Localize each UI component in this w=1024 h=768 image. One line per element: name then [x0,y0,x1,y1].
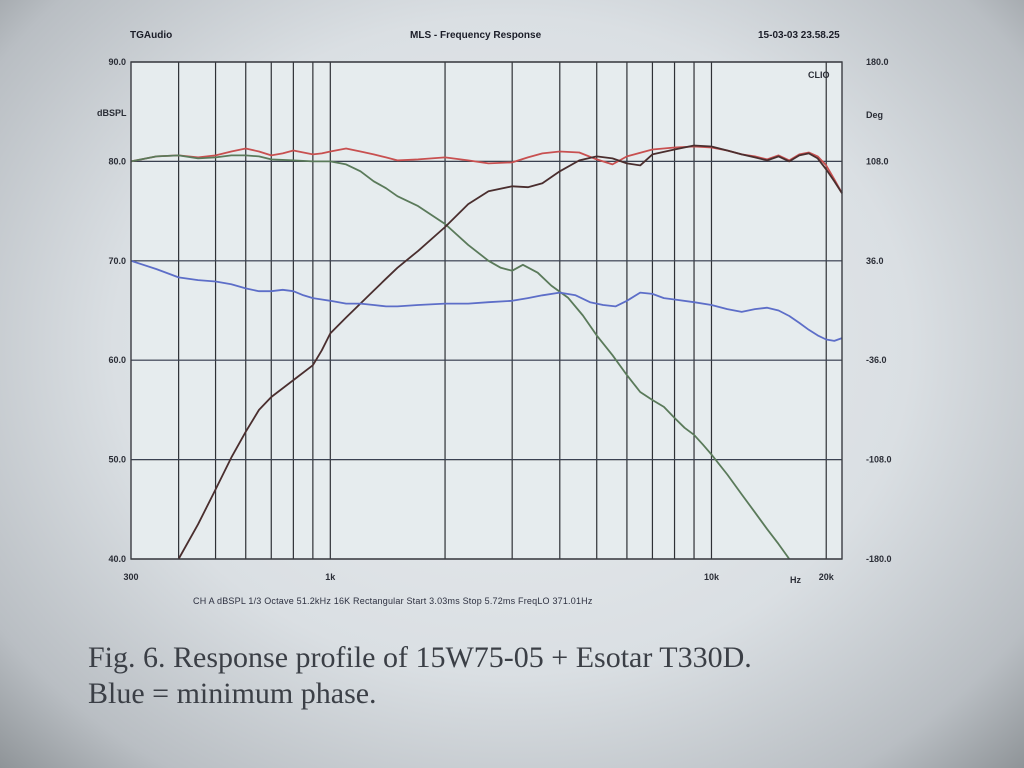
measurement-params: CH A dBSPL 1/3 Octave 51.2kHz 16K Rectan… [193,596,593,606]
header-left-label: TGAudio [130,30,173,41]
left-tick-label: 80.0 [108,156,126,166]
x-tick-label: 20k [819,572,835,582]
plot-area [131,62,842,559]
right-tick-label: 36.0 [866,256,884,266]
series-line-4 [130,259,843,342]
right-tick-label: 108.0 [866,156,889,166]
frequency-response-chart: 90.0 80.0 70.0 60.0 50.0 40.0 180.0 108.0 36.0 -3… [97,57,892,585]
series-line-1 [130,145,843,194]
left-tick-label: 40.0 [108,554,126,564]
figure-caption: Fig. 6. Response profile of 15W75-05 + E… [88,640,988,712]
axes: 90.0 80.0 70.0 60.0 50.0 40.0 180.0 108.0 36.0 -3… [108,57,891,582]
x-axis-unit: Hz [790,575,801,585]
right-axis-title: Deg [866,110,883,120]
header-timestamp: 15-03-03 23.58.25 [758,30,840,41]
plot-frame [130,61,843,560]
x-tick-label: 1k [325,572,336,582]
x-tick-label: 300 [123,572,138,582]
left-tick-label: 70.0 [108,256,126,266]
right-tick-label: -108.0 [866,455,892,465]
left-axis-title: dBSPL [97,108,127,118]
series-line-2 [130,154,791,560]
series-group [130,144,843,560]
chart-title: MLS - Frequency Response [410,30,542,41]
left-tick-label: 90.0 [108,57,126,67]
brand-label: CLIO [808,70,830,80]
right-tick-label: -36.0 [866,355,887,365]
left-tick-label: 50.0 [108,455,126,465]
right-tick-label: 180.0 [866,57,889,67]
right-tick-label: -180.0 [866,554,892,564]
caption-line-2: Blue = minimum phase. [88,677,377,710]
x-tick-label: 10k [704,572,720,582]
series-line-3 [177,144,843,560]
left-tick-label: 60.0 [108,355,126,365]
caption-line-1: Fig. 6. Response profile of 15W75-05 + E… [88,641,752,674]
